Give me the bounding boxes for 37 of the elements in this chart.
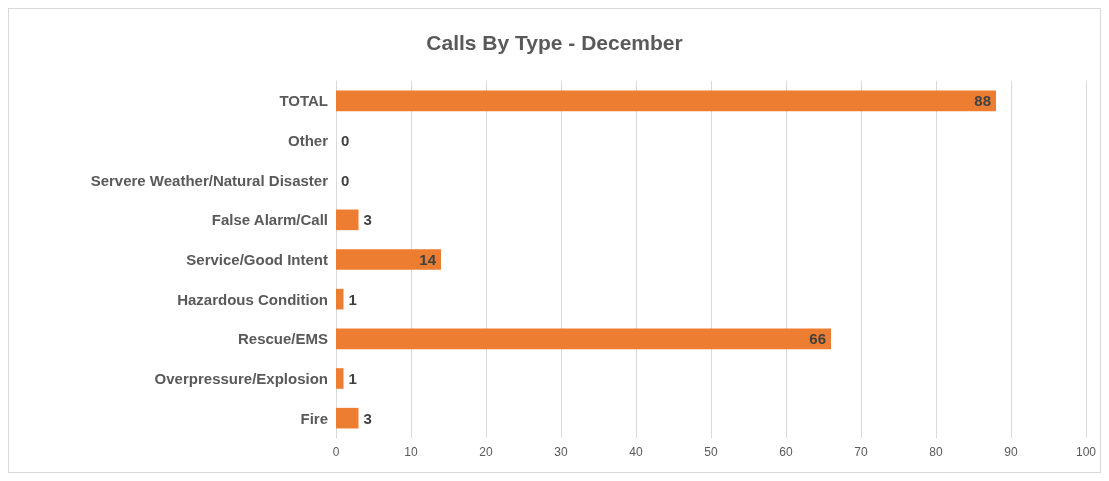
bar: [336, 249, 441, 270]
bar: [336, 407, 359, 429]
x-tick-label: 50: [704, 445, 718, 459]
y-tick-label: Rescue/EMS: [237, 330, 328, 348]
y-tick-label: TOTAL: [279, 92, 328, 110]
y-tick-label: Hazardous Condition: [177, 290, 328, 308]
data-label: 66: [809, 330, 826, 348]
bar: [336, 368, 344, 389]
bar: [336, 90, 996, 112]
data-label: 3: [363, 409, 372, 427]
x-tick-label: 60: [779, 445, 793, 459]
x-tick-label: 0: [332, 445, 340, 459]
y-tick-label: Service/Good Intent: [186, 251, 328, 268]
data-label: 3: [363, 211, 372, 229]
y-tick-label: Overpressure/Explosion: [154, 370, 328, 387]
data-label: 0: [341, 171, 350, 189]
x-tick-label: 10: [404, 445, 418, 459]
x-tick-label: 90: [1004, 445, 1018, 459]
bar: [336, 288, 344, 310]
data-label: 88: [974, 92, 991, 110]
chart-title: Calls By Type - December: [426, 31, 683, 54]
data-label: 1: [348, 290, 357, 308]
x-tick-label: 40: [629, 445, 643, 459]
y-tick-label: Fire: [300, 409, 328, 427]
x-tick-label: 80: [929, 445, 943, 459]
data-label: 14: [419, 251, 437, 268]
x-tick-label: 30: [554, 445, 568, 459]
x-tick-label: 20: [479, 445, 493, 459]
x-tick-label: 100: [1075, 445, 1097, 459]
bar: [336, 209, 359, 231]
bar: [336, 328, 831, 350]
y-tick-label: Servere Weather/Natural Disaster: [90, 171, 329, 189]
data-label: 0: [341, 132, 350, 149]
y-tick-label: False Alarm/Call: [211, 211, 328, 229]
data-label: 1: [348, 370, 357, 387]
x-tick-label: 70: [854, 445, 868, 459]
y-tick-label: Other: [287, 132, 329, 149]
